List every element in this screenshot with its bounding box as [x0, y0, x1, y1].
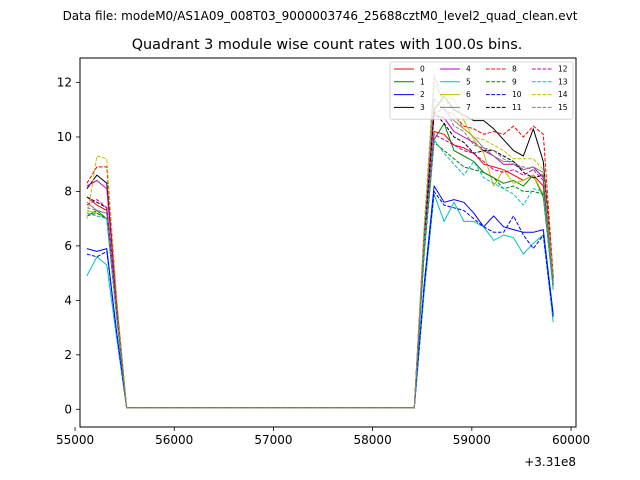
y-tick-label: 6 — [64, 239, 72, 253]
x-offset-text: +3.31e8 — [524, 455, 576, 469]
y-tick-label: 8 — [64, 184, 72, 198]
legend-label-1: 1 — [420, 77, 425, 86]
series-line-14 — [86, 76, 554, 409]
series-line-10 — [86, 190, 554, 409]
x-tick-label: 55000 — [56, 433, 94, 447]
x-axis: 55000 56000 57000 58000 59000 60000 — [56, 427, 590, 447]
series-line-15 — [86, 73, 554, 409]
series-line-5 — [86, 193, 554, 409]
x-tick-label: 58000 — [354, 433, 392, 447]
y-axis: 0 2 4 6 8 10 12 — [57, 76, 80, 416]
figure-suptitle: Data file: modeM0/AS1A09_008T03_90000037… — [63, 9, 578, 23]
y-tick-label: 0 — [64, 402, 72, 416]
legend-label-9: 9 — [512, 77, 517, 86]
x-tick-label: 59000 — [453, 433, 491, 447]
x-tick-label: 56000 — [155, 433, 193, 447]
y-tick-label: 2 — [64, 348, 72, 362]
chart-title: Quadrant 3 module wise count rates with … — [132, 37, 523, 53]
legend-label-2: 2 — [420, 90, 425, 99]
y-tick-label: 4 — [64, 293, 72, 307]
x-tick-label: 60000 — [552, 433, 590, 447]
legend-label-4: 4 — [466, 65, 471, 74]
legend-label-5: 5 — [466, 77, 471, 86]
legend-label-14: 14 — [558, 90, 568, 99]
legend-box — [389, 61, 574, 120]
plot-clip-group — [86, 73, 554, 409]
y-tick-label: 12 — [57, 76, 72, 90]
legend-label-12: 12 — [558, 65, 568, 74]
x-tick-label: 57000 — [254, 433, 292, 447]
legend-label-11: 11 — [512, 103, 522, 112]
legend-label-8: 8 — [512, 65, 517, 74]
legend-label-13: 13 — [558, 77, 568, 86]
legend-label-10: 10 — [512, 90, 522, 99]
legend-label-3: 3 — [420, 103, 425, 112]
legend-label-7: 7 — [466, 103, 471, 112]
legend-label-0: 0 — [420, 65, 425, 74]
legend-label-15: 15 — [558, 103, 568, 112]
plot-frame — [79, 57, 577, 428]
legend-label-6: 6 — [466, 90, 471, 99]
y-tick-label: 10 — [57, 130, 72, 144]
series-line-11 — [86, 112, 554, 409]
